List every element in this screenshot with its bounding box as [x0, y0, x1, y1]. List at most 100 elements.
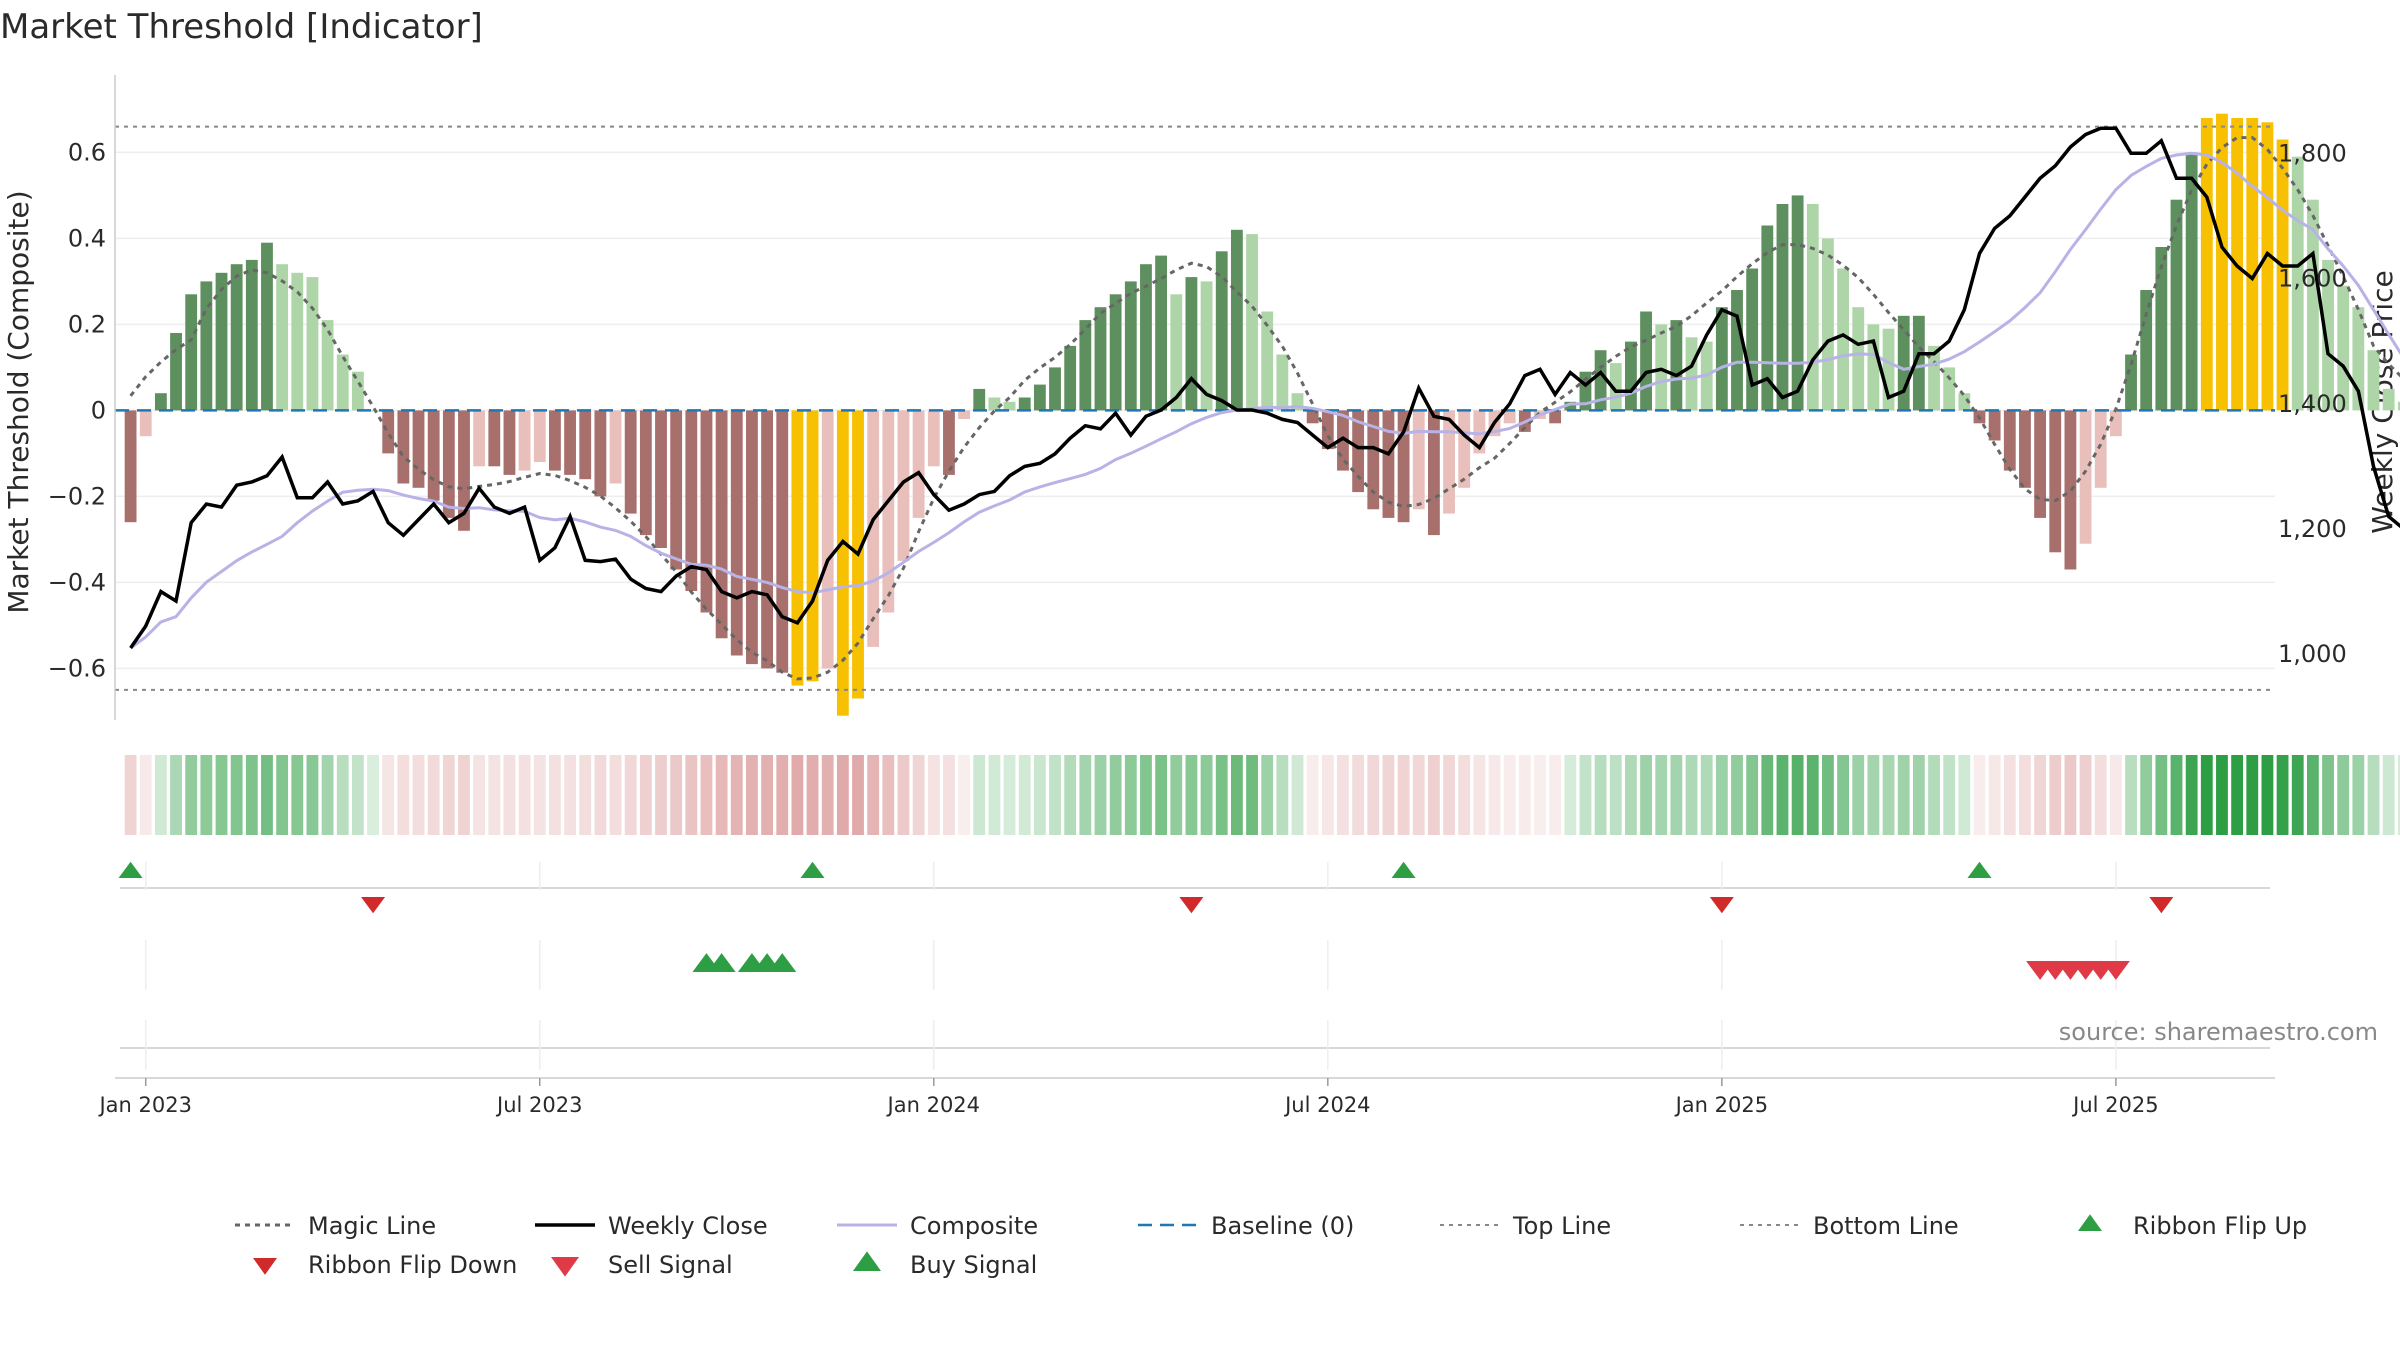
composite-bar — [1109, 294, 1122, 411]
legend-label: Baseline (0) — [1211, 1212, 1354, 1240]
composite-bar — [2276, 139, 2289, 411]
x-tick-label: Jan 2023 — [97, 1093, 192, 1117]
ribbon-cell — [2003, 755, 2016, 835]
composite-bar — [2079, 410, 2092, 544]
ribbon-cell — [730, 755, 743, 835]
ribbon-cell — [1882, 755, 1895, 835]
composite-bar — [1685, 337, 1698, 411]
ribbon-cell — [761, 755, 773, 835]
composite-bar — [261, 242, 273, 411]
ribbon-cell — [1230, 755, 1243, 835]
ribbon-cell — [427, 755, 440, 835]
legend-item: Ribbon Flip Down — [253, 1251, 517, 1279]
composite-bar — [1397, 410, 1410, 523]
composite-bar — [761, 410, 773, 669]
composite-bar — [2306, 199, 2319, 411]
composite-bar — [1715, 307, 1728, 411]
composite-bar — [2200, 118, 2213, 411]
ribbon-cell — [1458, 755, 1471, 835]
composite-bar — [1246, 234, 1258, 411]
composite-bar — [2216, 113, 2228, 411]
legend-item: Baseline (0) — [1138, 1212, 1354, 1240]
composite-bar — [1897, 315, 1910, 411]
ribbon-cell — [2200, 755, 2213, 835]
ribbon-cell — [1791, 755, 1804, 835]
composite-bar — [1837, 268, 1849, 411]
legend-item: Bottom Line — [1740, 1212, 1959, 1240]
ribbon-cell — [306, 755, 319, 835]
composite-bar — [1670, 320, 1683, 411]
composite-bar — [958, 410, 971, 419]
ribbon-cell — [1003, 755, 1016, 835]
composite-bar — [1867, 324, 1880, 411]
ribbon-cell — [1261, 755, 1274, 835]
ribbon-cell — [397, 755, 410, 835]
ribbon-cell — [367, 755, 379, 835]
ribbon-cell — [1973, 755, 1986, 835]
ribbon-cell — [958, 755, 971, 835]
ribbon-cell — [442, 755, 455, 835]
composite-bar — [1230, 229, 1243, 411]
ribbon-cell — [1049, 755, 1061, 835]
legend-label: Bottom Line — [1813, 1212, 1959, 1240]
composite-bar — [1549, 410, 1562, 424]
composite-bar — [1155, 255, 1168, 411]
composite-bar — [473, 410, 486, 467]
composite-bar — [685, 410, 698, 591]
ribbon-cell — [1928, 755, 1940, 835]
composite-bar — [670, 410, 683, 570]
composite-bar — [1912, 315, 1925, 411]
composite-bar — [2352, 307, 2365, 411]
y2-tick-label: 1,800 — [2278, 139, 2347, 167]
ribbon-cell — [609, 755, 622, 835]
y2-tick-label: 1,600 — [2278, 265, 2347, 293]
ribbon-cell — [670, 755, 683, 835]
composite-bar — [1049, 367, 1061, 411]
composite-bar — [1579, 371, 1592, 411]
ribbon-flip-down-marker — [1709, 897, 1734, 914]
signal-rows — [118, 861, 2270, 1070]
x-tick-label: Jan 2024 — [886, 1093, 981, 1117]
ribbon-cell — [897, 755, 910, 835]
composite-bar — [746, 410, 758, 665]
composite-bar — [1958, 393, 1971, 411]
ribbon-cell — [2246, 755, 2259, 835]
ribbon-cell — [639, 755, 652, 835]
ribbon-cell — [351, 755, 364, 835]
composite-bar — [336, 354, 349, 411]
y-tick-label: 0.2 — [68, 310, 106, 338]
ribbon-cell — [1473, 755, 1486, 835]
ribbon-cell — [458, 755, 470, 835]
ribbon-flip-down-marker — [1179, 897, 1204, 914]
composite-bar — [1746, 268, 1759, 411]
ribbon-cell — [1988, 755, 2001, 835]
ribbon-cell — [1443, 755, 1455, 835]
ribbon-cell — [2216, 755, 2228, 835]
ribbon-cell — [2322, 755, 2334, 835]
ribbon-cell — [1549, 755, 1562, 835]
ribbon-cell — [791, 755, 804, 835]
legend-label: Magic Line — [308, 1212, 436, 1240]
ribbon-cell — [215, 755, 228, 835]
weekly-close-line — [129, 126, 2400, 649]
composite-bar — [321, 320, 334, 411]
ribbon-flip-up-marker — [1391, 861, 1416, 878]
buy-signal-marker — [707, 953, 736, 972]
composite-bar — [1564, 401, 1577, 411]
composite-bar — [1473, 410, 1486, 454]
composite-bar — [2246, 118, 2259, 411]
ribbon-cell — [1700, 755, 1713, 835]
composite-bar — [943, 410, 955, 475]
ribbon-cell — [988, 755, 1001, 835]
composite-bar — [1367, 410, 1380, 510]
composite-bar — [458, 410, 470, 531]
ribbon-cell — [2034, 755, 2047, 835]
x-tick-label: Jul 2023 — [495, 1093, 582, 1117]
ribbon-cell — [1655, 755, 1668, 835]
composite-bar — [503, 410, 516, 475]
ribbon-cell — [1382, 755, 1395, 835]
composite-bar — [594, 410, 607, 497]
composite-bar — [897, 410, 910, 561]
ribbon-cell — [1291, 755, 1304, 835]
